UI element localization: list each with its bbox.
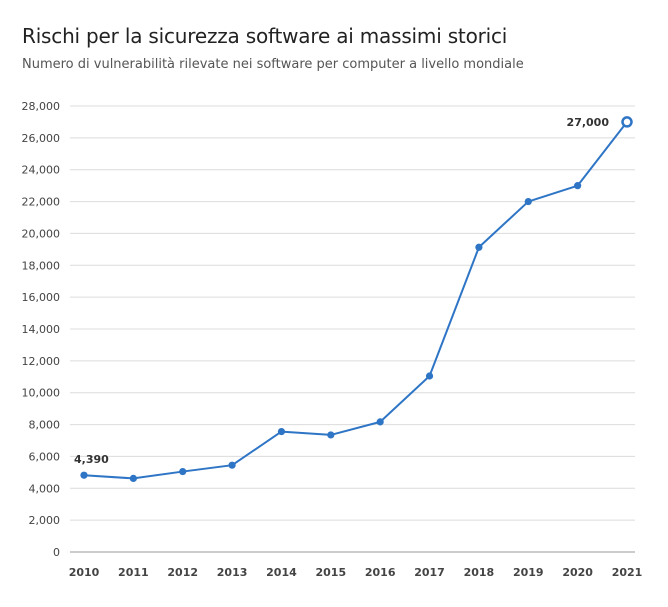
y-tick-label: 22,000: [22, 196, 61, 209]
data-point[interactable]: [475, 243, 483, 251]
data-point[interactable]: [80, 471, 88, 479]
gridlines: [70, 105, 635, 553]
y-tick-label: 10,000: [22, 387, 61, 400]
x-tick-label: 2017: [414, 566, 445, 579]
y-tick-label: 26,000: [22, 132, 61, 145]
series-line: [83, 121, 628, 480]
y-tick-label: 6,000: [29, 450, 61, 463]
y-tick-label: 0: [53, 546, 60, 559]
data-label: 4,390: [74, 453, 109, 466]
x-tick-label: 2016: [365, 566, 396, 579]
data-label: 27,000: [567, 116, 610, 129]
x-tick-label: 2018: [464, 566, 495, 579]
y-tick-label: 16,000: [22, 291, 61, 304]
x-tick-label: 2013: [217, 566, 248, 579]
x-tick-label: 2010: [69, 566, 100, 579]
x-tick-label: 2015: [316, 566, 347, 579]
x-tick-label: 2020: [562, 566, 593, 579]
data-labels: 4,390 27,000: [74, 116, 609, 466]
x-axis-ticks: 2010 2011 2012 2013 2014 2015 2016 2017 2018 2019…: [69, 566, 643, 579]
data-point[interactable]: [425, 372, 434, 380]
y-tick-label: 28,000: [22, 100, 61, 113]
chart-subtitle: Numero di vulnerabilità rilevate nei sof…: [22, 57, 524, 72]
y-tick-label: 24,000: [22, 164, 61, 177]
series: [80, 116, 633, 483]
y-tick-label: 14,000: [22, 323, 61, 336]
x-tick-label: 2021: [612, 566, 643, 579]
data-point[interactable]: [574, 182, 582, 190]
data-point[interactable]: [376, 418, 384, 426]
highlighted-data-point[interactable]: [621, 116, 633, 128]
y-tick-label: 8,000: [29, 419, 61, 432]
x-tick-label: 2014: [266, 566, 297, 579]
y-tick-label: 2,000: [29, 514, 61, 527]
y-tick-label: 20,000: [22, 227, 61, 240]
data-point[interactable]: [277, 427, 286, 436]
data-point[interactable]: [129, 474, 137, 483]
y-axis-ticks: 0 2,000 4,000 6,000 8,000 10,000 12,000 14,000 1…: [22, 100, 61, 559]
x-tick-label: 2019: [513, 566, 544, 579]
data-point[interactable]: [179, 467, 187, 476]
y-tick-label: 4,000: [29, 482, 61, 495]
data-point[interactable]: [327, 431, 335, 439]
x-tick-label: 2012: [167, 566, 198, 579]
chart-title: Rischi per la sicurezza software ai mass…: [22, 24, 508, 48]
x-tick-label: 2011: [118, 566, 149, 579]
y-tick-label: 18,000: [22, 259, 61, 272]
data-point[interactable]: [524, 197, 532, 206]
data-point[interactable]: [228, 461, 236, 469]
y-tick-label: 12,000: [22, 355, 61, 368]
